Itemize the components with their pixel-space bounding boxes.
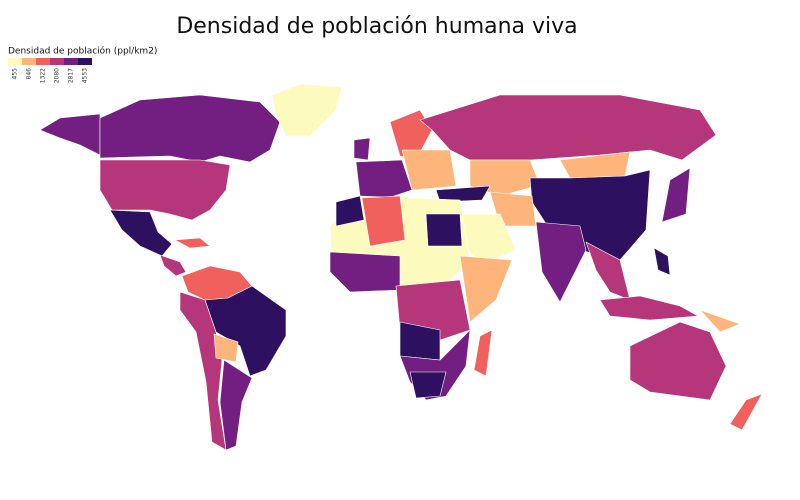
turkey xyxy=(435,185,491,203)
new-zealand xyxy=(729,393,763,431)
legend-swatch xyxy=(50,58,64,65)
algeria xyxy=(361,195,406,247)
legend-tick-label: 2080 xyxy=(54,68,61,83)
title: Densidad de población humana viva xyxy=(176,14,577,39)
legend-tick-label: 455 xyxy=(12,68,19,80)
legend-swatch xyxy=(22,58,36,65)
greenland xyxy=(271,83,343,137)
world-map xyxy=(39,83,763,451)
uk xyxy=(353,137,371,161)
western-europe xyxy=(355,159,413,201)
mexico xyxy=(109,209,173,257)
legend: 455 846 1322 2080 2817 4553 xyxy=(8,58,92,83)
philippines xyxy=(653,247,671,276)
morocco xyxy=(335,195,365,227)
papua xyxy=(699,309,741,333)
legend-tick-label: 1322 xyxy=(40,68,47,83)
legend-tick-label: 846 xyxy=(26,68,33,80)
alaska xyxy=(39,113,101,156)
legend-tick-label: 2817 xyxy=(68,68,75,83)
argentina xyxy=(219,359,253,451)
bolivia xyxy=(213,333,239,363)
legend-swatch xyxy=(78,58,92,65)
china xyxy=(529,169,651,261)
usa xyxy=(99,159,231,221)
scandinavia xyxy=(389,109,433,161)
south-africa xyxy=(409,371,447,399)
canada xyxy=(99,94,281,163)
east-africa xyxy=(459,255,513,323)
legend-swatch xyxy=(8,58,22,65)
japan xyxy=(661,167,691,223)
australia xyxy=(629,321,727,401)
legend-swatch xyxy=(36,58,50,65)
central-america xyxy=(159,254,187,277)
indonesia xyxy=(599,295,700,321)
southeast-asia xyxy=(585,241,631,301)
legend-tick-label: 4553 xyxy=(82,68,89,83)
legend-swatch xyxy=(64,58,78,65)
legend-title: Densidad de población (ppl/km2) xyxy=(8,46,157,57)
eastern-europe xyxy=(401,149,457,191)
egypt xyxy=(425,213,463,247)
caribbean xyxy=(173,237,211,249)
india xyxy=(535,221,587,303)
west-africa xyxy=(329,251,401,293)
russia xyxy=(419,94,717,161)
madagascar xyxy=(473,329,493,377)
